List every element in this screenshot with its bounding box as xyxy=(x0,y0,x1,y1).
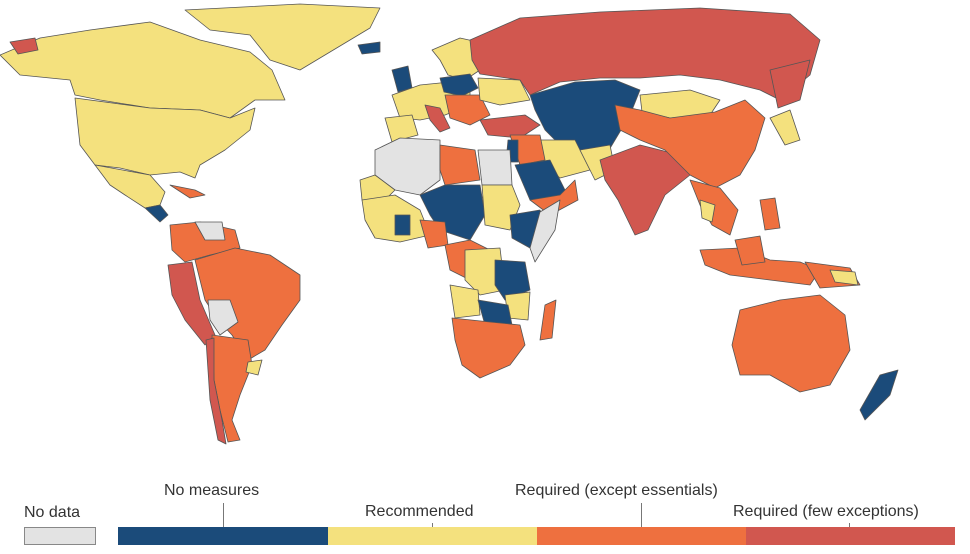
region-ukraine xyxy=(477,77,531,106)
region-canada xyxy=(0,21,286,119)
region-madagascar xyxy=(539,299,557,341)
region-uk xyxy=(391,65,413,93)
legend-recommended-tick xyxy=(432,523,433,527)
region-usa xyxy=(74,97,256,179)
region-caribbean xyxy=(169,184,206,199)
region-guiana xyxy=(194,221,226,241)
region-uruguay xyxy=(245,359,263,376)
region-ghana xyxy=(394,214,411,236)
region-libya xyxy=(439,144,481,186)
region-scandinavia xyxy=(431,37,481,81)
region-somalia xyxy=(529,199,561,263)
legend-required-except-swatch xyxy=(537,527,746,545)
region-russia xyxy=(469,7,821,101)
legend-required-few-swatch xyxy=(746,527,955,545)
legend-recommended-swatch xyxy=(328,527,537,545)
legend-no-data-swatch xyxy=(24,527,96,545)
region-russia-far-east xyxy=(769,59,811,109)
region-turkey xyxy=(479,114,541,139)
region-australia xyxy=(731,294,851,393)
region-pacific-islands xyxy=(829,269,859,286)
region-nigeria xyxy=(419,219,449,249)
legend-no-measures-label: No measures xyxy=(164,482,260,499)
legend-no-data-label: No data xyxy=(24,504,81,521)
region-greenland xyxy=(184,3,381,71)
region-china xyxy=(614,99,766,189)
region-southern-africa xyxy=(451,317,526,379)
region-borneo xyxy=(734,235,766,266)
region-central-america xyxy=(144,204,169,223)
region-egypt xyxy=(477,149,513,186)
region-italy xyxy=(424,104,451,133)
region-iceland xyxy=(357,41,381,55)
legend-required-few-label: Required (few exceptions) xyxy=(733,503,919,520)
region-chile xyxy=(205,337,227,445)
region-india xyxy=(599,144,691,236)
legend-required-except-tick xyxy=(641,503,642,527)
legend-required-except-label: Required (except essentials) xyxy=(515,482,718,499)
region-alaska xyxy=(9,37,39,55)
legend-no-measures-tick xyxy=(223,503,224,527)
region-new-zealand xyxy=(859,369,899,421)
region-angola xyxy=(449,284,481,319)
legend-no-measures-swatch xyxy=(118,527,328,545)
region-niger-chad xyxy=(419,184,486,241)
region-germany-poland xyxy=(439,73,479,97)
region-iberia xyxy=(384,114,419,143)
legend-required-few-tick xyxy=(849,523,850,527)
region-thailand xyxy=(699,199,716,223)
legend-recommended-label: Recommended xyxy=(365,503,474,520)
region-bolivia xyxy=(207,299,239,336)
region-korea-japan xyxy=(769,109,801,146)
world-map xyxy=(0,3,899,445)
region-philippines xyxy=(759,197,781,231)
